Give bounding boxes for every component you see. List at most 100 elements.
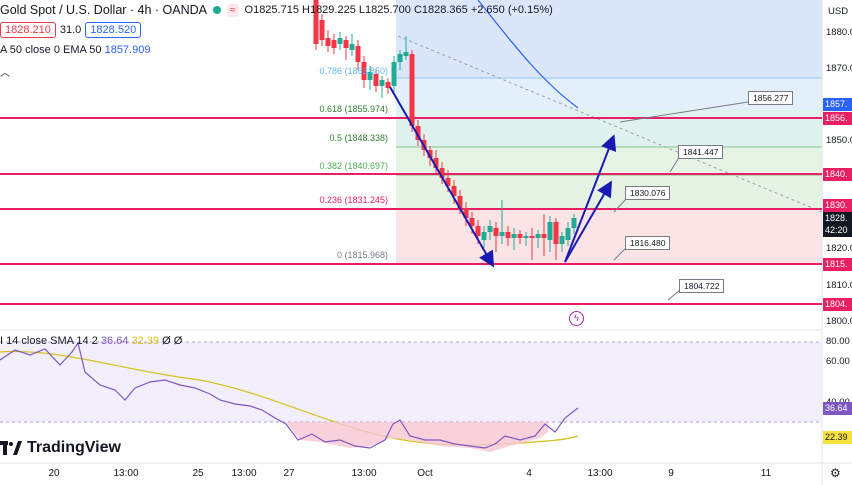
dashed-trendline: [397, 35, 823, 213]
up-arrow-1[interactable]: [564, 180, 612, 263]
rsi-sma-value-tag: 22.39: [823, 431, 852, 444]
price-callout[interactable]: 1841.447: [678, 145, 724, 159]
candle-body: [439, 168, 445, 178]
time-axis-label: 20: [48, 468, 60, 479]
price-callout[interactable]: 1830.076: [625, 186, 671, 200]
time-axis-label: 13:00: [231, 468, 257, 479]
symbol-title[interactable]: Gold Spot / U.S. Dollar · 4h · OANDA: [0, 3, 208, 17]
candle-body: [457, 196, 463, 208]
callout-connector-1: [619, 101, 749, 123]
price-callout[interactable]: 1856.277: [748, 91, 794, 105]
time-axis-label: 13:00: [113, 468, 139, 479]
candle-body: [547, 222, 553, 240]
rsi-legend-extra: Ø Ø: [162, 335, 183, 347]
time-axis-label: 13:00: [587, 468, 613, 479]
price-axis-label: 1820.0: [826, 243, 852, 254]
time-axis-label: 27: [283, 468, 295, 479]
last-price-tag: 1828.: [823, 212, 852, 225]
rsi-pane-band: [0, 342, 822, 422]
price-axis-label: 60.00: [826, 356, 850, 367]
candle-body: [409, 54, 415, 126]
candle-body: [319, 20, 325, 40]
time-axis-label: 4: [526, 468, 532, 479]
ema-legend-value: 1857.909: [104, 44, 151, 56]
tradingview-logo[interactable]: TradingView: [0, 439, 121, 457]
rsi-sma-legend-value: 32.39: [131, 335, 160, 347]
tradingview-logo-text: TradingView: [27, 439, 121, 456]
candle-body: [385, 82, 391, 88]
candle-body: [331, 40, 337, 48]
price-axis-label: 1800.0: [826, 316, 852, 327]
wave-icon[interactable]: ≈: [227, 3, 239, 17]
candle-body: [433, 158, 439, 168]
time-axis-label: 13:00: [351, 468, 377, 479]
bolt-icon[interactable]: ϟ: [569, 311, 584, 326]
spread-value: 31.0: [59, 24, 82, 36]
candle-body: [493, 228, 499, 236]
price-axis-label: 1870.00: [826, 63, 852, 74]
candle-body: [553, 222, 559, 244]
candle-body: [367, 72, 373, 80]
time-axis-label: 9: [668, 468, 674, 479]
price-axis-label: 80.00: [826, 336, 850, 347]
settings-gear-icon[interactable]: ⚙: [830, 466, 841, 480]
candle-body: [373, 74, 379, 86]
candle-body: [463, 208, 469, 218]
time-axis-label: 11: [760, 468, 772, 479]
price-callout[interactable]: 1804.722: [679, 279, 725, 293]
candle-body: [505, 232, 511, 238]
fib-label-382: 0.382 (1840.697): [319, 161, 388, 171]
level-price-tag: 1815.: [823, 258, 852, 271]
candlestick-series: [313, 0, 577, 260]
candle-body: [445, 178, 451, 186]
currency-label[interactable]: USD: [828, 6, 849, 17]
candle-body: [451, 186, 457, 196]
ema-line: [477, 0, 579, 109]
fib-label-5: 0.5 (1848.338): [329, 133, 388, 143]
ema-legend[interactable]: A 50 close 0 EMA 50 1857.909: [0, 44, 150, 56]
up-arrow-2[interactable]: [564, 134, 617, 263]
candle-body: [469, 218, 475, 226]
price-axis-label: 1810.0: [826, 280, 852, 291]
candle-body: [529, 236, 535, 238]
callout-connector-4: [613, 247, 627, 261]
rsi-legend[interactable]: I 14 close SMA 14 2 36.64 32.39 Ø Ø: [0, 335, 182, 347]
level-price-tag: 1840.: [823, 168, 852, 181]
rsi-legend-label: I 14 close SMA 14 2: [0, 335, 98, 347]
price-axis-label: 1880.00: [826, 27, 852, 38]
candle-body: [535, 234, 541, 238]
candle-body: [475, 226, 481, 236]
chevron-up-icon[interactable]: ︿: [0, 68, 10, 79]
buy-button[interactable]: 1828.520: [85, 22, 142, 38]
candle-body: [517, 234, 523, 238]
candle-body: [565, 228, 571, 240]
candle-body: [487, 226, 493, 232]
down-arrow[interactable]: [389, 86, 494, 268]
candle-body: [337, 38, 343, 44]
candle-body: [313, 0, 319, 44]
ema-legend-label: A 50 close 0 EMA 50: [0, 44, 102, 56]
fib-zone-0: [396, 209, 822, 264]
candle-body: [343, 40, 349, 48]
sell-button[interactable]: 1828.210: [0, 22, 56, 38]
candle-body: [361, 62, 367, 80]
time-axis-label: 25: [192, 468, 204, 479]
callout-connector-3: [613, 198, 627, 213]
level-price-tag: 1830.: [823, 199, 852, 212]
candle-body: [391, 62, 397, 86]
level-price-tag: 1856.: [823, 112, 852, 125]
chart-header: Gold Spot / U.S. Dollar · 4h · OANDA ≈ O…: [0, 0, 553, 20]
candle-body: [541, 234, 547, 238]
candle-body: [511, 234, 517, 238]
ohlc-values: O1825.715 H1829.225 L1825.700 C1828.365 …: [244, 4, 553, 16]
candle-body: [379, 80, 385, 86]
fib-label-786: 0.786 (1863.850): [319, 66, 388, 76]
fib-label-236: 0.236 (1831.245): [319, 195, 388, 205]
quote-row: 1828.210 31.0 1828.520: [0, 22, 142, 38]
candle-body: [427, 150, 433, 158]
market-status-icon: [213, 6, 222, 14]
price-callout[interactable]: 1816.480: [625, 236, 671, 250]
tradingview-logo-icon: [0, 441, 22, 455]
